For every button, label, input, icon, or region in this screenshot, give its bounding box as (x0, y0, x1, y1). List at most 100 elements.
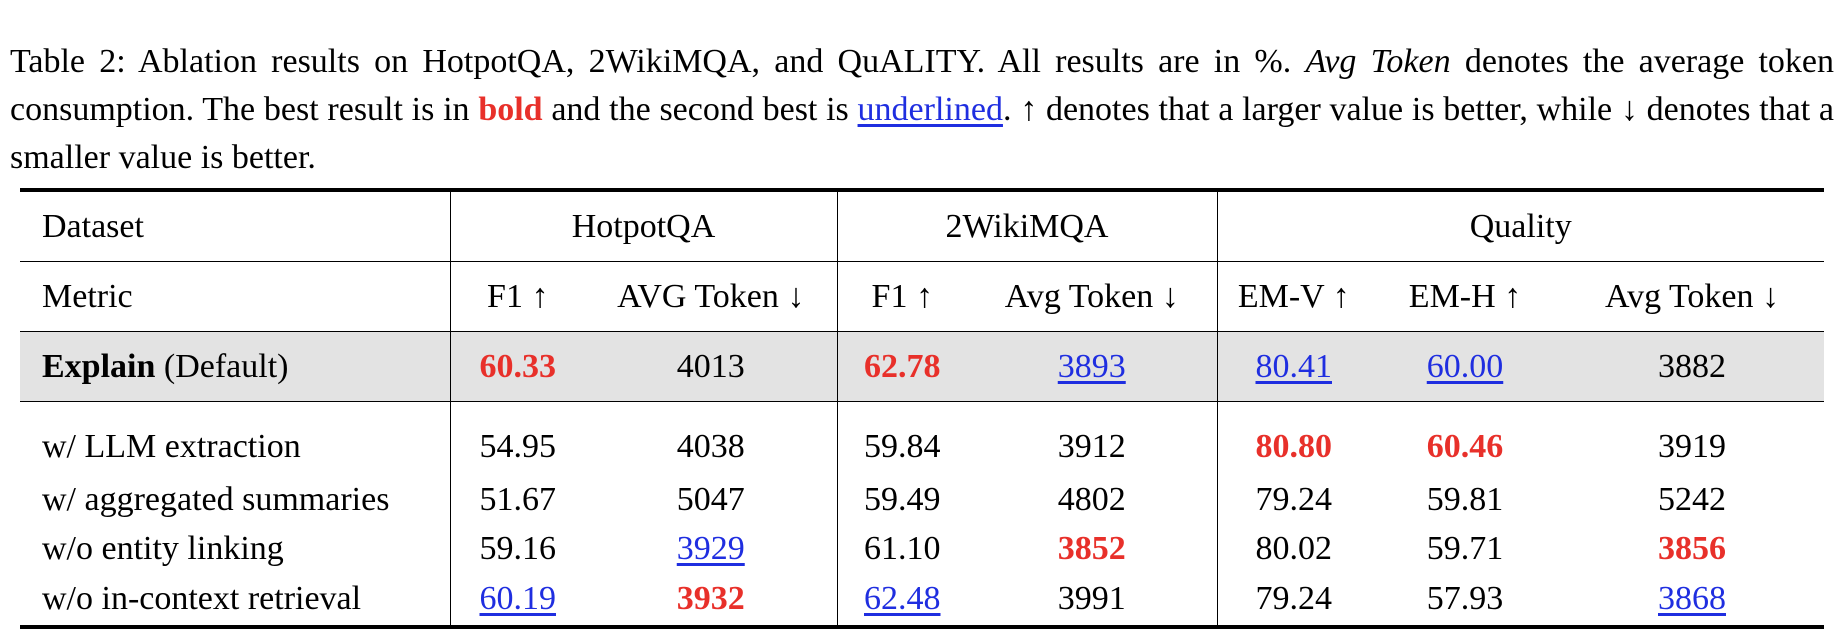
cell-value: 59.49 (864, 480, 941, 518)
table-cell: 3929 (585, 524, 837, 573)
table-cell: 60.33 (449, 331, 585, 402)
cell-value: 61.10 (864, 529, 941, 567)
table-row: w/o entity linking 59.16 3929 61.10 3852… (20, 524, 1824, 573)
table-cell: 5242 (1560, 475, 1824, 524)
cell-value: 57.93 (1426, 580, 1504, 617)
cell-value: 62.78 (864, 347, 941, 385)
table-cell: 61.10 (836, 524, 967, 573)
cell-value: 60.00 (1426, 347, 1504, 385)
cell-value: 3991 (1057, 580, 1126, 617)
row-label: Explain (Default) (20, 331, 450, 402)
table-cell: 3991 (967, 573, 1217, 629)
table-cell: 80.41 (1216, 331, 1370, 402)
cell-value: 59.84 (864, 428, 941, 465)
table-cell: 60.46 (1370, 409, 1560, 475)
cell-value: 3856 (1658, 529, 1726, 567)
table-cell: 57.93 (1370, 573, 1560, 629)
table-row: w/o in-context retrieval 60.19 3932 62.4… (20, 573, 1824, 629)
cell-value: 60.33 (479, 347, 557, 385)
table-cell: 51.67 (449, 475, 585, 524)
row-label: w/ aggregated summaries (42, 480, 390, 518)
caption-avg-token-term: Avg Token (1305, 43, 1451, 80)
table-cell: 3919 (1560, 409, 1824, 475)
caption-text-4: . ↑ denotes that a larger value is bette… (10, 91, 1835, 176)
table-row: w/ LLM extraction 54.95 4038 59.84 3912 … (20, 409, 1824, 475)
cell-value: 60.46 (1426, 428, 1504, 465)
cell-value: 3912 (1057, 428, 1126, 465)
table-cell: 60.19 (449, 573, 585, 629)
cell-value: 3932 (676, 580, 745, 617)
cell-value: 51.67 (479, 480, 557, 518)
table-cell: 59.84 (836, 409, 967, 475)
table-cell: 59.16 (449, 524, 585, 573)
caption-underlined-example: underlined (857, 91, 1003, 128)
table-cell: 80.80 (1216, 409, 1370, 475)
table-cell: 59.49 (836, 475, 967, 524)
cell-value: 3852 (1057, 529, 1126, 567)
table-cell: 80.02 (1216, 524, 1370, 573)
table-cell: 4013 (585, 331, 837, 402)
cell-value: 80.02 (1255, 529, 1333, 567)
cell-value: 80.80 (1255, 428, 1333, 465)
row-label-bold: Explain (42, 347, 156, 385)
cell-value: 54.95 (479, 428, 557, 465)
metric-header: F1 ↑ (449, 261, 585, 332)
table-cell: 3882 (1560, 331, 1824, 402)
cell-value: 4038 (676, 428, 745, 465)
cell-value: 80.41 (1255, 347, 1333, 385)
metric-header: F1 ↑ (836, 261, 967, 332)
caption-text-1: Table 2: Ablation results on HotpotQA, 2… (10, 43, 1292, 80)
table-cell: 62.78 (836, 331, 967, 402)
metric-header: Avg Token ↓ (967, 261, 1217, 332)
caption-text-3: and the second best is (551, 91, 849, 128)
table-cell: 59.71 (1370, 524, 1560, 573)
table-cell: 62.48 (836, 573, 967, 629)
section-spacer (20, 401, 1824, 409)
caption-text-2: denotes the average token consumption. T… (10, 43, 1835, 128)
cell-value: 59.71 (1426, 529, 1504, 567)
row-label-rest: (Default) (155, 347, 289, 385)
table-cell: 3852 (967, 524, 1217, 573)
cell-value: 5242 (1658, 480, 1726, 518)
cell-value: 62.48 (864, 580, 941, 617)
metric-header: Avg Token ↓ (1560, 261, 1824, 332)
cell-value: 3919 (1658, 428, 1726, 465)
table-cell: 54.95 (449, 409, 585, 475)
metric-header: EM-H ↑ (1370, 261, 1560, 332)
table-cell: 3856 (1560, 524, 1824, 573)
table-cell: 3893 (967, 331, 1217, 402)
table-cell: 60.00 (1370, 331, 1560, 402)
table-cell: 4802 (967, 475, 1217, 524)
dataset-header-2wikimqa: 2WikiMQA (836, 188, 1217, 262)
default-row: Explain (Default) 60.33 4013 62.78 3893 … (20, 331, 1824, 402)
metric-header-row: Metric F1 ↑ AVG Token ↓ F1 ↑ Avg Token ↓… (20, 261, 1824, 332)
dataset-header-row: Dataset HotpotQA 2WikiMQA Quality (20, 188, 1824, 262)
table-cell: 3868 (1560, 573, 1824, 629)
dataset-header-label: Dataset (20, 188, 450, 262)
table-cell: 3932 (585, 573, 837, 629)
ablation-table: Dataset HotpotQA 2WikiMQA Quality Metric… (20, 188, 1824, 629)
table-cell: 3912 (967, 409, 1217, 475)
cell-value: 79.24 (1255, 580, 1333, 617)
row-label: w/ LLM extraction (42, 428, 301, 465)
table-cell: 79.24 (1216, 573, 1370, 629)
metric-header-label: Metric (20, 261, 450, 332)
cell-value: 79.24 (1255, 480, 1333, 518)
row-label: w/o in-context retrieval (20, 573, 450, 629)
table-cell: 4038 (585, 409, 837, 475)
cell-value: 3929 (676, 529, 745, 567)
cell-value: 4013 (676, 347, 745, 385)
table-caption: Table 2: Ablation results on HotpotQA, 2… (10, 38, 1834, 182)
table-row: w/ aggregated summaries 51.67 5047 59.49… (20, 475, 1824, 524)
metric-header: EM-V ↑ (1216, 261, 1370, 332)
cell-value: 60.19 (479, 580, 557, 617)
dataset-header-quality: Quality (1216, 188, 1824, 262)
cell-value: 5047 (676, 480, 745, 518)
dataset-header-hotpotqa: HotpotQA (449, 188, 837, 262)
cell-value: 59.81 (1426, 480, 1504, 518)
table-cell: 59.81 (1370, 475, 1560, 524)
cell-value: 3882 (1658, 347, 1726, 385)
table-cell: 5047 (585, 475, 837, 524)
metric-header: AVG Token ↓ (585, 261, 837, 332)
